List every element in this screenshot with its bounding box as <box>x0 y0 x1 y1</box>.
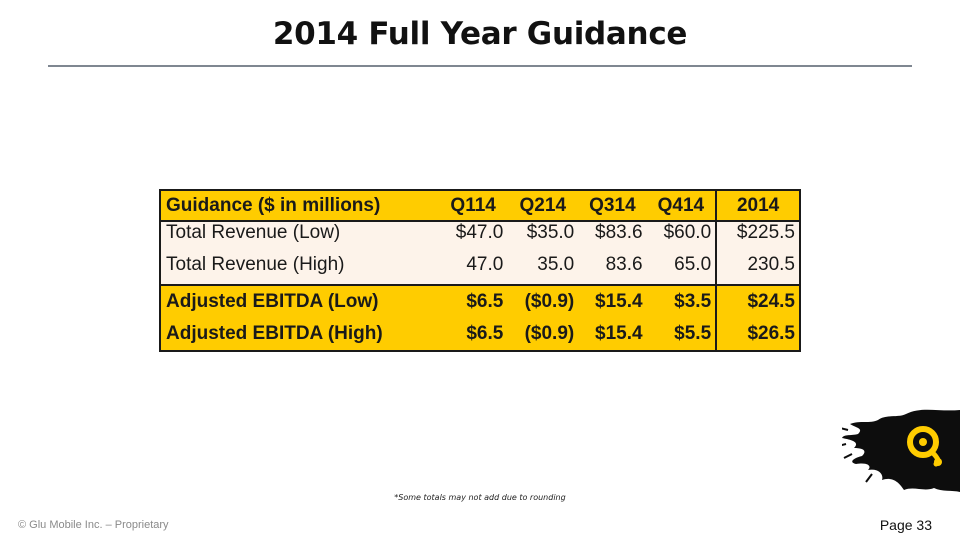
glu-logo-icon <box>842 409 960 492</box>
header-q214: Q214 <box>507 190 579 222</box>
footnote: *Some totals may not add due to rounding <box>394 493 566 502</box>
table-row: Total Revenue (High) 47.0 35.0 83.6 65.0… <box>160 246 800 285</box>
cell-q214: 35.0 <box>507 246 579 285</box>
table-header-row: Guidance ($ in millions) Q114 Q214 Q314 … <box>160 190 800 222</box>
cell-q314: $15.4 <box>578 284 647 318</box>
title-divider <box>48 65 912 67</box>
cell-q414: $60.0 <box>646 221 717 246</box>
cell-q214: ($0.9) <box>507 318 579 351</box>
cell-q314: $15.4 <box>578 318 647 351</box>
cell-q214: ($0.9) <box>507 284 579 318</box>
cell-2014: 230.5 <box>715 246 800 285</box>
header-label: Guidance ($ in millions) <box>160 190 439 222</box>
header-q114: Q114 <box>438 190 508 222</box>
header-q414: Q414 <box>646 190 717 222</box>
cell-2014: $225.5 <box>715 221 800 246</box>
cell-q314: 83.6 <box>578 246 647 285</box>
table-row: Adjusted EBITDA (Low) $6.5 ($0.9) $15.4 … <box>160 284 800 318</box>
cell-q114: $6.5 <box>438 284 508 318</box>
cell-q114: $6.5 <box>438 318 508 351</box>
cell-q414: $3.5 <box>646 284 717 318</box>
slide-title: 2014 Full Year Guidance <box>272 16 688 52</box>
row-label: Adjusted EBITDA (High) <box>160 318 439 351</box>
cell-q414: $5.5 <box>646 318 717 351</box>
copyright-text: © Glu Mobile Inc. – Proprietary <box>18 519 169 531</box>
header-q314: Q314 <box>578 190 647 222</box>
page-number: Page 33 <box>879 517 932 533</box>
cell-2014: $26.5 <box>715 318 800 351</box>
row-label: Total Revenue (Low) <box>160 221 439 246</box>
table-row: Adjusted EBITDA (High) $6.5 ($0.9) $15.4… <box>160 318 800 351</box>
cell-q414: 65.0 <box>646 246 717 285</box>
cell-q314: $83.6 <box>578 221 647 246</box>
cell-2014: $24.5 <box>715 284 800 318</box>
row-label: Adjusted EBITDA (Low) <box>160 284 439 318</box>
table-row: Total Revenue (Low) $47.0 $35.0 $83.6 $6… <box>160 221 800 246</box>
row-label: Total Revenue (High) <box>160 246 439 285</box>
cell-q114: 47.0 <box>438 246 508 285</box>
cell-q114: $47.0 <box>438 221 508 246</box>
cell-q214: $35.0 <box>507 221 579 246</box>
header-2014: 2014 <box>715 190 800 222</box>
guidance-table: Guidance ($ in millions) Q114 Q214 Q314 … <box>159 189 801 352</box>
